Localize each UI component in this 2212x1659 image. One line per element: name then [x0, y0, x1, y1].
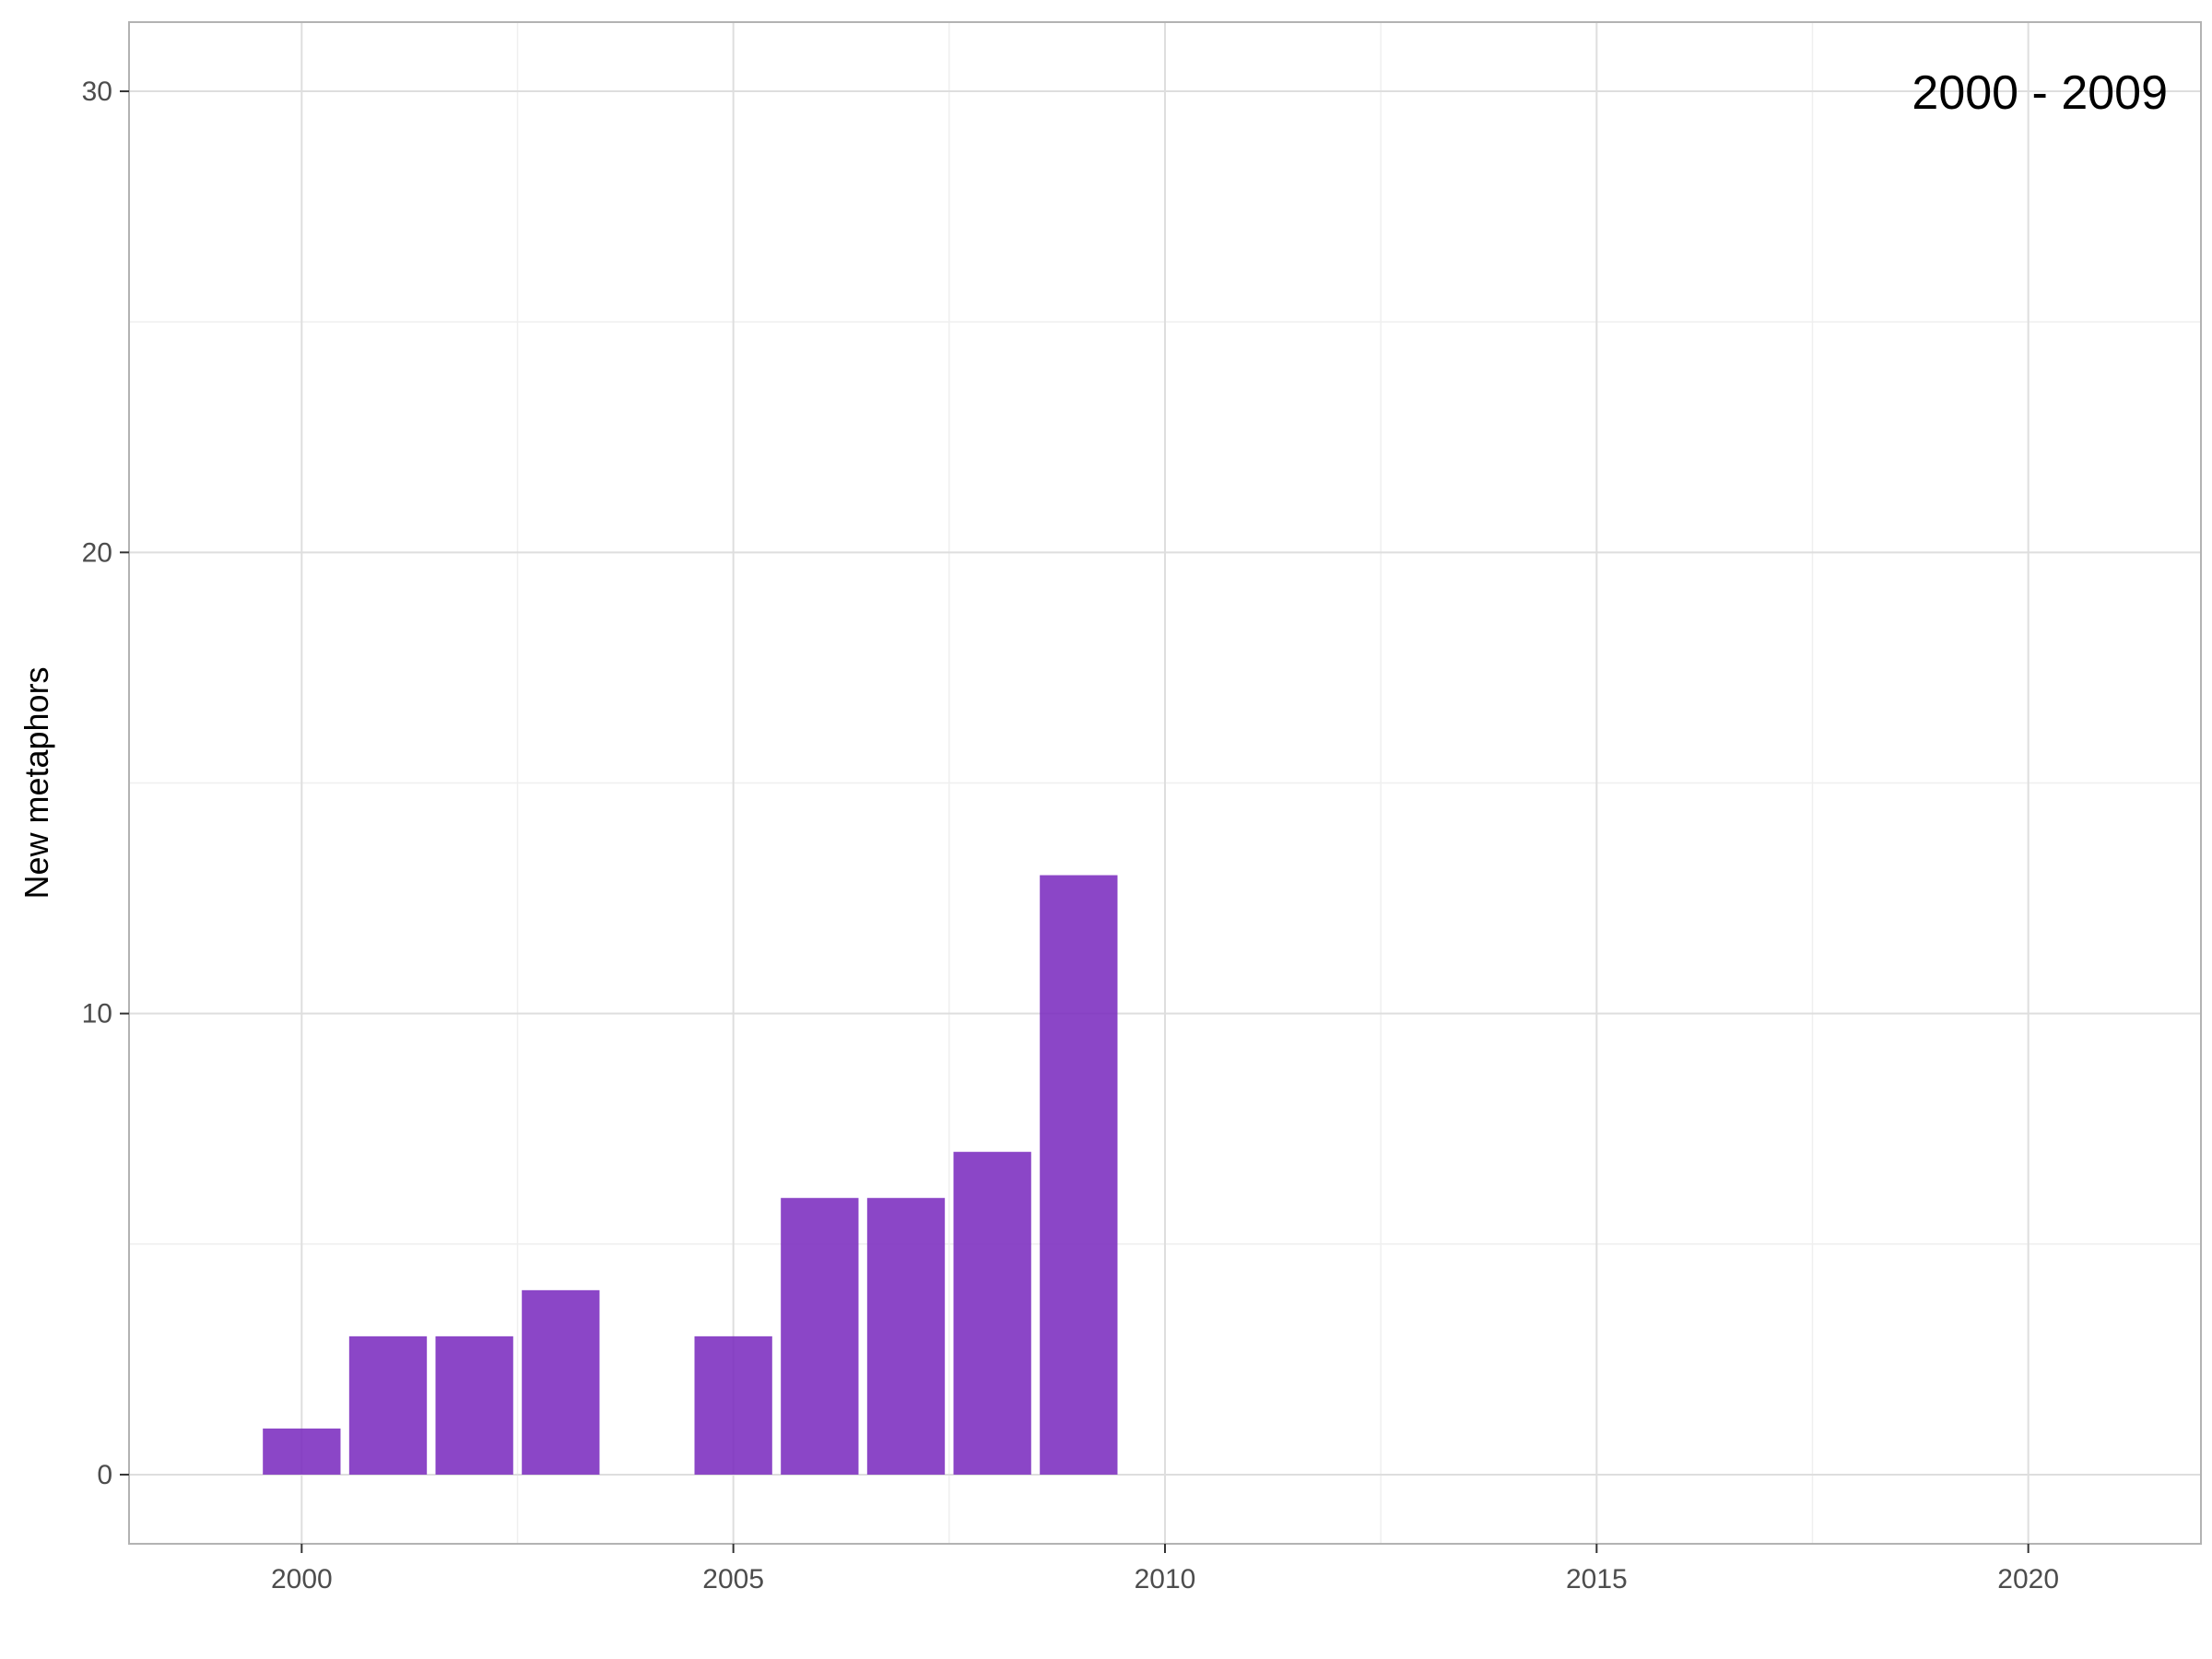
y-tick-label: 30	[82, 76, 112, 107]
y-tick-label: 0	[97, 1460, 112, 1490]
x-tick-label: 2020	[1997, 1564, 2059, 1594]
bar-2006	[781, 1197, 859, 1475]
x-axis: 2000 2005 2010 2015 2020	[271, 1544, 2059, 1594]
x-tick-label: 2000	[271, 1564, 333, 1594]
bar-2007	[866, 1197, 946, 1475]
bars	[263, 875, 1118, 1475]
y-axis: 0 10 20 30	[82, 76, 129, 1490]
bar-2002	[435, 1335, 513, 1475]
bar-2008	[953, 1151, 1031, 1475]
y-tick-label: 10	[82, 999, 112, 1030]
bar-2000	[263, 1428, 341, 1475]
grid-major	[129, 22, 2201, 1544]
bar-2005	[694, 1335, 772, 1475]
x-tick-label: 2010	[1135, 1564, 1196, 1594]
x-tick-label: 2015	[1566, 1564, 1628, 1594]
bar-2003	[522, 1289, 600, 1475]
y-axis-title: New metaphors	[18, 666, 55, 899]
y-tick-label: 20	[82, 537, 112, 568]
bar-2009	[1040, 875, 1118, 1475]
x-tick-label: 2005	[702, 1564, 764, 1594]
bar-2001	[348, 1335, 428, 1475]
chart-annotation: 2000 - 2009	[1912, 66, 2168, 120]
